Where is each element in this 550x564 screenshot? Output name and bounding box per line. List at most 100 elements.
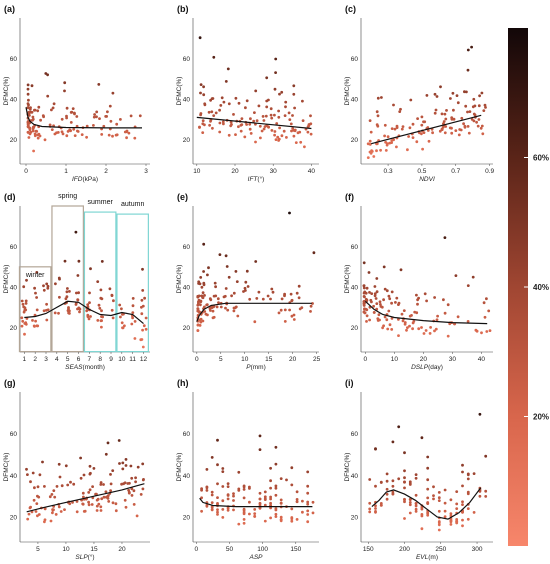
- data-point: [433, 92, 437, 96]
- data-point: [407, 135, 410, 138]
- data-point: [100, 260, 104, 263]
- fit-curve: [196, 302, 312, 322]
- y-axis-label: DFMC(%): [176, 453, 183, 482]
- x-axis-label: SEAS(month): [65, 364, 105, 371]
- panel-label: (a): [4, 4, 15, 14]
- data-point: [298, 307, 302, 311]
- data-point: [41, 460, 44, 464]
- data-point: [227, 102, 231, 106]
- data-point: [36, 109, 40, 113]
- data-point: [257, 290, 261, 294]
- data-point: [63, 259, 67, 263]
- data-point: [46, 73, 49, 77]
- data-point: [57, 276, 61, 280]
- data-point: [110, 308, 114, 312]
- data-point: [202, 270, 206, 273]
- data-point: [479, 126, 483, 130]
- data-point: [269, 516, 272, 520]
- data-point: [248, 297, 252, 301]
- data-point: [87, 500, 90, 504]
- data-point: [237, 125, 240, 129]
- data-point: [368, 501, 372, 505]
- y-tick-label: 60: [10, 244, 18, 251]
- x-tick-label: 10: [118, 356, 126, 363]
- data-point: [212, 55, 216, 59]
- data-point: [31, 118, 34, 122]
- data-point: [258, 448, 262, 451]
- data-point: [210, 490, 214, 494]
- data-point: [23, 332, 26, 336]
- data-point: [31, 471, 35, 475]
- data-point: [73, 134, 77, 138]
- data-point: [123, 481, 127, 485]
- data-point: [37, 105, 41, 109]
- data-point: [262, 119, 266, 122]
- fit-curve: [196, 116, 312, 130]
- data-point: [89, 267, 92, 271]
- data-point: [28, 108, 32, 111]
- panel-label: (h): [177, 378, 189, 388]
- data-point: [248, 127, 252, 131]
- data-point: [43, 485, 46, 488]
- data-point: [142, 478, 145, 481]
- data-point: [391, 440, 395, 444]
- data-point: [28, 132, 32, 136]
- data-point: [85, 124, 89, 128]
- data-point: [375, 277, 379, 280]
- data-point: [450, 131, 454, 135]
- data-point: [66, 287, 69, 290]
- data-point: [210, 493, 214, 497]
- data-point: [29, 505, 32, 509]
- data-point: [395, 126, 399, 129]
- data-point: [105, 495, 108, 499]
- data-point: [431, 131, 434, 135]
- data-point: [285, 136, 288, 139]
- data-point: [134, 480, 138, 484]
- data-point: [114, 509, 118, 513]
- data-point: [26, 517, 30, 521]
- data-point: [27, 136, 31, 139]
- data-point: [414, 507, 418, 511]
- data-point: [376, 96, 380, 100]
- data-point: [216, 463, 219, 467]
- data-point: [393, 127, 397, 131]
- data-point: [274, 445, 278, 449]
- data-point: [452, 108, 455, 112]
- data-point: [57, 505, 61, 509]
- data-point: [290, 507, 294, 511]
- data-point: [385, 497, 389, 501]
- y-tick-label: 20: [351, 325, 359, 332]
- fit-curve: [26, 483, 145, 513]
- data-point: [385, 479, 389, 483]
- data-point: [81, 502, 85, 506]
- data-point: [210, 501, 214, 504]
- data-point: [32, 324, 36, 328]
- data-point: [42, 115, 45, 119]
- data-point: [31, 129, 35, 133]
- data-point: [29, 480, 32, 484]
- data-point: [111, 91, 115, 95]
- data-point: [82, 473, 86, 477]
- data-point: [201, 131, 205, 135]
- data-point: [403, 321, 407, 324]
- data-point: [234, 96, 238, 100]
- data-point: [80, 133, 84, 137]
- data-point: [467, 131, 471, 135]
- colorbar: 20% 40% 60%: [508, 28, 549, 546]
- data-point: [426, 126, 430, 129]
- data-point: [226, 485, 230, 488]
- data-point: [66, 483, 70, 487]
- data-point: [61, 132, 65, 136]
- data-point: [65, 290, 69, 294]
- data-point: [309, 132, 313, 136]
- data-point: [425, 94, 429, 97]
- data-point: [369, 130, 373, 134]
- data-point: [397, 318, 400, 321]
- data-point: [424, 329, 428, 332]
- data-point: [297, 296, 301, 300]
- data-point: [200, 496, 204, 500]
- data-point: [36, 133, 40, 137]
- x-tick-label: 9: [109, 356, 113, 363]
- data-point: [202, 242, 206, 246]
- data-point: [109, 473, 112, 476]
